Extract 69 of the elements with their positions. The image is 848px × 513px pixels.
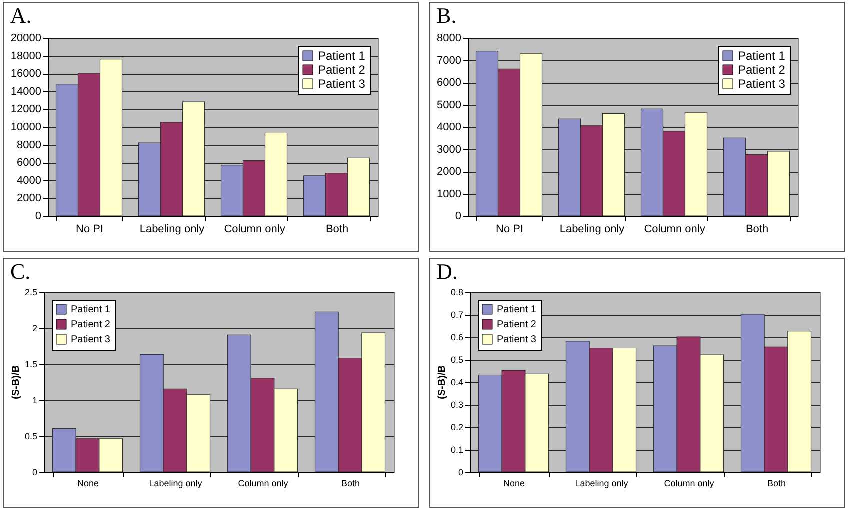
y-tick-label: 20000 (10, 32, 42, 44)
x-tick-label: Both (746, 224, 769, 236)
y-tick-label: 1000 (437, 188, 462, 200)
x-tick-label: No PI (76, 224, 104, 236)
x-tick-label: None (503, 478, 526, 488)
x-tick-label: No PI (496, 224, 524, 236)
x-tick-label: Labeling only (140, 224, 206, 236)
y-tick-label: 6000 (17, 157, 42, 170)
y-tick-label: 10000 (10, 122, 42, 134)
chart-title: D. (436, 259, 458, 284)
y-tick-label: 12000 (10, 104, 42, 116)
y-tick-label: 6000 (437, 77, 462, 89)
y-tick-label: 5000 (437, 99, 462, 112)
legend-label: Patient 1 (738, 49, 786, 63)
y-tick-label: 0 (455, 210, 462, 222)
chart-title: A. (10, 3, 32, 28)
x-tick-label: Both (341, 478, 360, 488)
y-tick-label: 0 (35, 210, 42, 222)
legend-label: Patient 1 (71, 304, 111, 316)
x-tick-label: Column only (644, 224, 706, 236)
legend-label: Patient 1 (318, 49, 366, 63)
y-axis-title: (S-B)/B (10, 366, 22, 400)
y-tick-label: 0.7 (450, 310, 464, 320)
y-axis-title: (S-B)/B (436, 366, 448, 400)
legend-label: Patient 3 (738, 77, 786, 91)
y-tick-label: 0.5 (450, 355, 464, 365)
y-tick-label: 1.5 (24, 360, 38, 370)
y-tick-label: 0.6 (450, 332, 464, 342)
y-tick-label: 2000 (17, 192, 42, 205)
y-tick-label: 0 (32, 468, 38, 478)
y-tick-label: 2.5 (24, 288, 38, 298)
y-tick-label: 0.5 (24, 432, 38, 442)
y-tick-label: 2000 (437, 166, 462, 178)
x-tick-label: Column only (664, 478, 715, 488)
x-tick-label: Column only (224, 224, 286, 236)
y-tick-label: 4000 (437, 122, 462, 134)
y-tick-label: 8000 (17, 139, 42, 152)
x-tick-label: Both (326, 224, 349, 236)
legend-label: Patient 2 (738, 63, 786, 77)
legend-label: Patient 1 (497, 304, 537, 316)
legend-label: Patient 2 (318, 63, 366, 77)
x-tick-label: None (77, 478, 100, 488)
y-tick-label: 14000 (10, 86, 42, 98)
y-tick-label: 8000 (437, 32, 462, 44)
x-tick-label: Column only (238, 478, 289, 488)
chart-title: C. (10, 259, 31, 284)
y-tick-label: 4000 (17, 174, 42, 187)
y-tick-label: 1 (32, 396, 38, 406)
legend-label: Patient 3 (71, 334, 111, 346)
y-tick-label: 0.4 (450, 378, 464, 388)
legend-label: Patient 2 (71, 320, 111, 330)
y-tick-label: 0.1 (450, 445, 464, 455)
y-tick-label: 0.2 (450, 422, 464, 432)
y-tick-label: 2 (32, 324, 38, 334)
x-tick-label: Labeling only (575, 478, 629, 488)
y-tick-label: 16000 (10, 68, 42, 80)
x-tick-label: Labeling only (149, 478, 203, 488)
y-tick-label: 18000 (10, 50, 42, 62)
legend-label: Patient 3 (497, 334, 537, 346)
x-tick-label: Both (767, 478, 786, 488)
x-tick-label: Labeling only (560, 224, 626, 236)
y-tick-label: 0.8 (450, 288, 464, 298)
legend-label: Patient 3 (318, 77, 366, 91)
y-tick-label: 0.3 (450, 400, 464, 410)
y-tick-label: 0 (458, 468, 464, 478)
chart-title: B. (436, 3, 457, 28)
y-tick-label: 7000 (437, 54, 462, 67)
legend-label: Patient 2 (497, 320, 537, 330)
y-tick-label: 3000 (437, 144, 462, 156)
